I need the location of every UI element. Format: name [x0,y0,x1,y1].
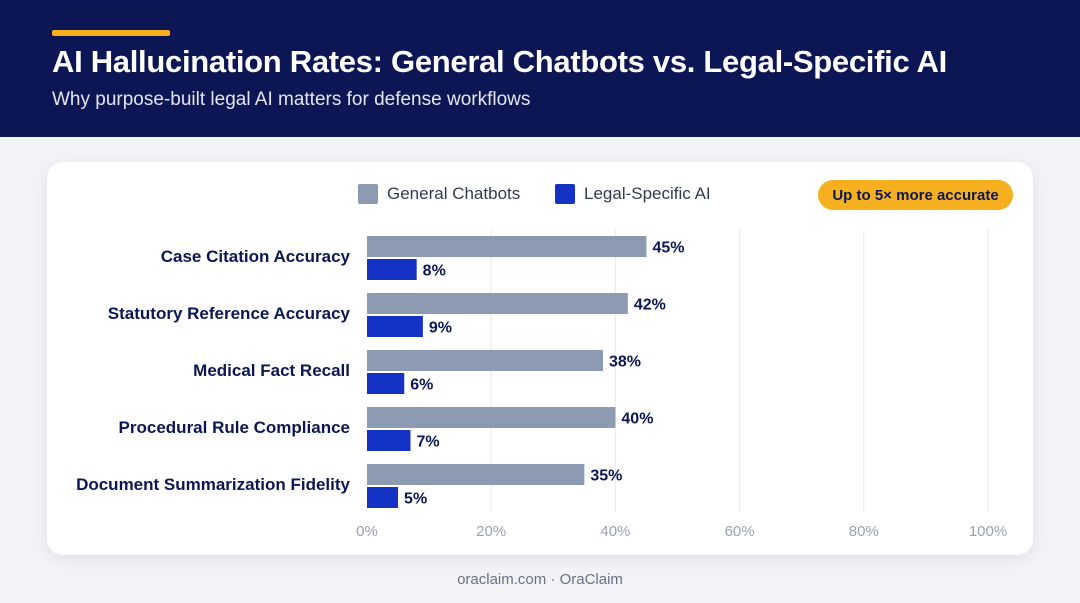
legend-swatch-legal [555,184,575,204]
data-label: 38% [609,354,641,371]
bar [367,316,423,337]
bar [367,236,647,257]
page-title: AI Hallucination Rates: General Chatbots… [52,44,947,79]
accuracy-badge: Up to 5× more accurate [818,180,1013,210]
bar [367,293,628,314]
x-tick-label: 20% [476,523,506,540]
bar [367,430,411,451]
category-label: Statutory Reference Accuracy [107,304,350,323]
data-label: 7% [416,434,439,451]
footer-credit: oraclaim.com · OraClaim [457,571,623,588]
bar [367,259,417,280]
accent-bar [52,30,170,36]
x-tick-label: 100% [969,523,1007,540]
legend-swatch-general [358,184,378,204]
data-label: 42% [634,297,666,314]
category-label: Medical Fact Recall [193,361,350,380]
category-label: Case Citation Accuracy [160,247,350,266]
page-subtitle: Why purpose-built legal AI matters for d… [52,89,531,110]
bar [367,373,405,394]
header-banner: AI Hallucination Rates: General Chatbots… [0,0,1080,137]
bar [367,350,603,371]
legend-item-legal: Legal-Specific AI [555,182,711,206]
data-label: 45% [652,240,684,257]
data-label: 8% [423,263,446,280]
x-tick-label: 40% [600,523,630,540]
bar [367,464,585,485]
bar [367,407,616,428]
legend-label-legal: Legal-Specific AI [584,184,711,203]
bar [367,487,399,508]
data-label: 6% [410,377,433,394]
legend-label-general: General Chatbots [387,184,521,203]
x-tick-label: 60% [725,523,755,540]
category-label: Procedural Rule Compliance [118,418,350,437]
category-label: Document Summarization Fidelity [76,475,350,494]
x-tick-label: 0% [356,523,378,540]
data-label: 35% [590,468,622,485]
data-label: 9% [429,320,452,337]
data-label: 5% [404,491,427,508]
data-label: 40% [621,411,653,428]
x-tick-label: 80% [849,523,879,540]
legend-item-general: General Chatbots [358,182,520,206]
